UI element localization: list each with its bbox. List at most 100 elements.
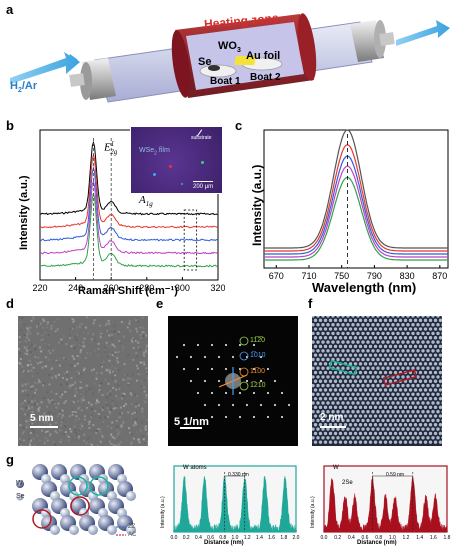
- profile-xtick-label-1: 0.2: [183, 535, 190, 541]
- profile-xtick-label-2: 0.4: [195, 535, 202, 541]
- saed-spot: [273, 403, 277, 407]
- panel-f-letter: f: [308, 296, 313, 311]
- profile-xtick-label-4: 0.8: [375, 535, 382, 541]
- au-foil: [234, 56, 257, 65]
- raman-xlabel: Raman Shift (cm⁻¹): [78, 285, 178, 297]
- saed-spot: [266, 367, 270, 371]
- au-foil-label: Au foil: [246, 50, 281, 62]
- saed-spot: [245, 403, 249, 407]
- pl-xtick-label-1: 710: [301, 271, 316, 281]
- profile-xtick-label-1: 0.2: [334, 535, 341, 541]
- profile2-distance: 0.59 nm: [386, 472, 405, 478]
- saed-spot: [266, 415, 270, 419]
- panel-c-letter: c: [235, 118, 243, 133]
- raman-ylabel: Intensity (a.u.): [18, 175, 30, 250]
- profile-xtick-label-9: 1.8: [280, 535, 287, 541]
- saed-spot-ring-1: [239, 351, 249, 361]
- saed-spot: [217, 403, 221, 407]
- profile-xtick-label-9: 1.8: [444, 535, 451, 541]
- saed-spot: [196, 343, 200, 347]
- gas-label: H2/Ar: [10, 80, 38, 95]
- saed-spot: [224, 343, 228, 347]
- profile2-xlabel: Distance (nm): [357, 540, 397, 546]
- saed-spot: [203, 379, 207, 383]
- panel-g-letter: g: [6, 452, 14, 467]
- legend-w-ball: [16, 480, 24, 488]
- pl-series-0: [264, 129, 448, 249]
- saed-spot: [238, 415, 242, 419]
- model-se-atom: [126, 491, 136, 501]
- pl-xtick-label-4: 830: [400, 271, 415, 281]
- boat-1-label: Boat 1: [210, 76, 241, 87]
- profile-xtick-label-4: 0.8: [219, 535, 226, 541]
- model-se-atom: [88, 525, 98, 535]
- profile-xtick-label-2: 0.4: [348, 535, 355, 541]
- atomic-model: [16, 464, 136, 536]
- se-label: Se: [198, 56, 212, 68]
- panel-d-letter: d: [6, 296, 14, 311]
- raman-xtick-label-5: 320: [210, 283, 225, 293]
- saed-spot: [266, 391, 270, 395]
- saed-spot: [217, 379, 221, 383]
- tem-image: 5 nm: [18, 316, 148, 446]
- saed-spot: [238, 391, 242, 395]
- profile-xtick-label-8: 1.6: [430, 535, 437, 541]
- profile-xtick-label-3: 0.6: [207, 535, 214, 541]
- profile-xtick-label-5: 1.0: [232, 535, 239, 541]
- w-atoms-profile: 0.0 0.2 0.4 0.6 0.8 1.0 1.2 1.4 1.6 1.8 2.0: [171, 465, 300, 541]
- saed-spot: [224, 391, 228, 395]
- saed-spot: [252, 343, 256, 347]
- raman-xtick-label-0: 220: [32, 283, 47, 293]
- raman-series-2: [39, 165, 218, 242]
- boat-2-label: Boat 2: [250, 72, 281, 83]
- pl-series-3: [264, 165, 448, 258]
- e2g-label: E12g: [104, 140, 118, 156]
- saed-spot: [280, 415, 284, 419]
- model-se-atom: [126, 525, 136, 535]
- saed-spot: [238, 343, 242, 347]
- pl-series-4: [264, 176, 448, 261]
- gas-outlet-arrow: [396, 20, 450, 46]
- spot-label-4: 1̅210: [250, 382, 266, 389]
- pl-ylabel: Intensity (a.u.): [250, 164, 264, 246]
- model-ac-ring: [32, 509, 52, 529]
- legend-zz: ZZ: [128, 524, 136, 530]
- spot-label-3: 11̅00: [250, 368, 266, 375]
- saed-spot: [210, 367, 214, 371]
- inset-film-label: WSe2 film: [139, 147, 170, 157]
- saed-spot: [231, 403, 235, 407]
- inset-scale: 200 μm: [193, 184, 214, 190]
- profile-xtick-label-0: 0.0: [321, 535, 328, 541]
- saed-scale: 5 1/nm: [174, 416, 209, 428]
- legend-se-ball: [16, 493, 24, 501]
- saed-spot: [287, 403, 291, 407]
- spot-label-2: 1̅010: [250, 352, 266, 359]
- saed-spot: [210, 343, 214, 347]
- profile1-distance: 0.330 nm: [228, 472, 249, 478]
- profile-xtick-label-10: 2.0: [293, 535, 300, 541]
- profile-xtick-label-8: 1.6: [268, 535, 275, 541]
- model-zz-ring: [68, 476, 88, 496]
- saed-spot: [252, 415, 256, 419]
- saed-spot: [259, 355, 263, 359]
- model-se-atom: [69, 525, 79, 535]
- raman-series-4: [39, 193, 218, 268]
- legend-ac: AC: [128, 532, 137, 538]
- profile-xtick-label-0: 0.0: [171, 535, 178, 541]
- saed-spot: [224, 367, 228, 371]
- tem-scale: 5 nm: [30, 413, 54, 424]
- saed-spot: [259, 403, 263, 407]
- saed-spot: [175, 355, 179, 359]
- spot-label-1: 11̅2̅0: [250, 337, 266, 344]
- profile-xtick-label-5: 1.0: [389, 535, 396, 541]
- saed-spot: [252, 367, 256, 371]
- saed-spot: [210, 391, 214, 395]
- saed-spot: [203, 355, 207, 359]
- saed-spot: [259, 379, 263, 383]
- raman-series-1: [39, 154, 218, 229]
- profile1-title: W atoms: [183, 465, 207, 471]
- saed-spot-ring-0: [239, 336, 249, 346]
- profile1-ylabel: Intensity (a.u.): [160, 496, 166, 528]
- pl-frame: [263, 129, 449, 269]
- saed-spot: [196, 367, 200, 371]
